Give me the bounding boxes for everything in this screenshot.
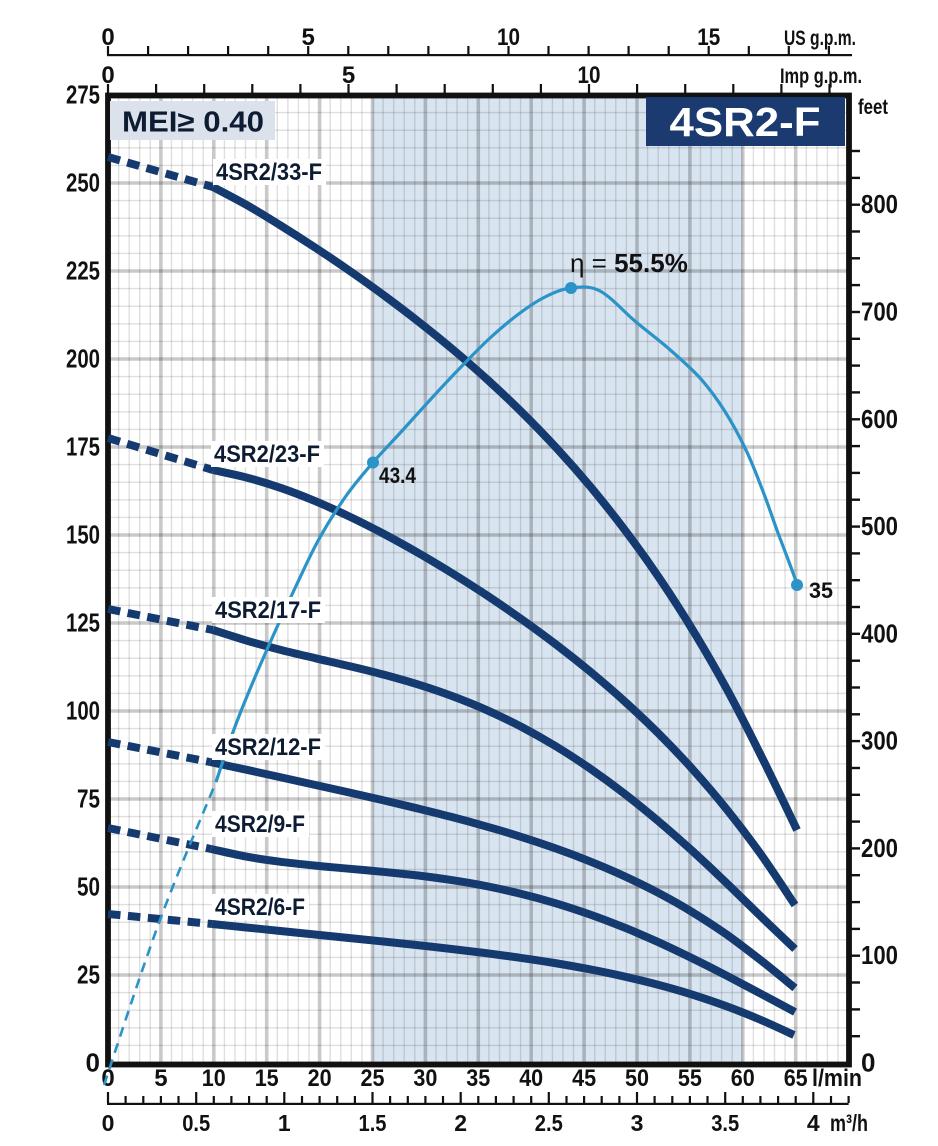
svg-text:100: 100	[861, 940, 898, 970]
svg-text:300: 300	[861, 726, 898, 756]
svg-text:30: 30	[413, 1065, 437, 1092]
svg-text:50: 50	[625, 1065, 649, 1092]
svg-text:225: 225	[66, 256, 100, 286]
svg-text:35: 35	[466, 1065, 490, 1092]
svg-text:4SR2/12-F: 4SR2/12-F	[215, 734, 321, 761]
svg-text:250: 250	[66, 168, 100, 198]
svg-text:43.4: 43.4	[379, 463, 417, 488]
svg-text:60: 60	[731, 1065, 755, 1092]
svg-text:0: 0	[101, 62, 114, 89]
svg-text:10: 10	[497, 24, 520, 51]
svg-text:3.5: 3.5	[711, 1110, 739, 1136]
svg-text:4SR2/9-F: 4SR2/9-F	[215, 811, 305, 838]
svg-text:5: 5	[154, 1065, 167, 1092]
svg-text:0: 0	[101, 24, 114, 51]
svg-text:200: 200	[66, 344, 100, 374]
svg-text:20: 20	[308, 1065, 332, 1092]
svg-text:50: 50	[77, 872, 100, 902]
svg-text:5: 5	[342, 62, 355, 89]
svg-text:4SR2/6-F: 4SR2/6-F	[215, 894, 305, 921]
svg-text:500: 500	[861, 511, 898, 541]
svg-text:200: 200	[861, 833, 898, 863]
svg-text:US g.p.m.: US g.p.m.	[784, 27, 856, 50]
svg-text:25: 25	[77, 960, 100, 990]
svg-text:45: 45	[572, 1065, 596, 1092]
svg-text:35: 35	[809, 578, 833, 603]
svg-text:1.5: 1.5	[359, 1110, 387, 1136]
svg-text:55: 55	[678, 1065, 702, 1092]
svg-text:l/min: l/min	[812, 1065, 862, 1092]
svg-text:0: 0	[861, 1048, 875, 1078]
svg-text:2.5: 2.5	[535, 1110, 563, 1136]
svg-text:400: 400	[861, 618, 898, 648]
svg-text:25: 25	[361, 1065, 385, 1092]
svg-text:0: 0	[102, 1110, 115, 1136]
svg-text:1: 1	[278, 1110, 291, 1136]
svg-text:10: 10	[578, 62, 601, 89]
svg-text:40: 40	[519, 1065, 543, 1092]
svg-text:2: 2	[454, 1110, 467, 1136]
svg-text:MEI≥ 0.40: MEI≥ 0.40	[122, 107, 264, 139]
svg-text:15: 15	[255, 1065, 279, 1092]
svg-text:150: 150	[66, 520, 100, 550]
svg-text:5: 5	[302, 24, 315, 51]
svg-text:700: 700	[861, 297, 898, 327]
svg-text:10: 10	[202, 1065, 226, 1092]
svg-text:75: 75	[77, 784, 100, 814]
svg-text:800: 800	[861, 189, 898, 219]
svg-text:600: 600	[861, 404, 898, 434]
svg-text:3: 3	[631, 1110, 644, 1136]
svg-text:η = 55.5%: η = 55.5%	[570, 248, 688, 278]
svg-text:100: 100	[66, 696, 100, 726]
svg-text:175: 175	[66, 432, 100, 462]
svg-text:4: 4	[807, 1110, 820, 1136]
svg-text:275: 275	[66, 80, 100, 110]
svg-text:Imp g.p.m.: Imp g.p.m.	[780, 65, 862, 88]
svg-text:0: 0	[101, 1065, 114, 1092]
svg-text:4SR2-F: 4SR2-F	[670, 99, 821, 145]
svg-text:125: 125	[66, 608, 100, 638]
svg-text:4SR2/33-F: 4SR2/33-F	[216, 159, 322, 186]
svg-text:m³/h: m³/h	[830, 1110, 868, 1136]
svg-text:4SR2/23-F: 4SR2/23-F	[214, 441, 320, 468]
svg-text:15: 15	[697, 24, 720, 51]
svg-text:feet: feet	[858, 96, 888, 119]
svg-text:0.5: 0.5	[182, 1110, 210, 1136]
svg-text:0: 0	[86, 1048, 100, 1078]
svg-text:65: 65	[784, 1065, 808, 1092]
svg-text:4SR2/17-F: 4SR2/17-F	[215, 597, 321, 624]
